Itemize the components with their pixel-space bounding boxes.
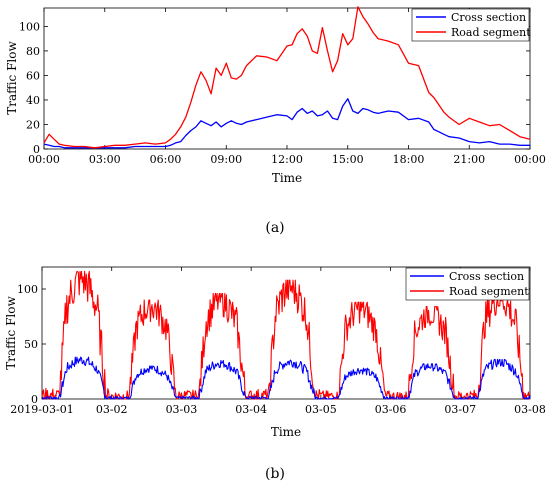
chart-a-caption: (a) [265,220,284,236]
chart-b-series-cross-section [41,356,531,400]
chart-a-xtick-label: 06:00 [150,153,182,166]
chart-b-xtick-label: 03-03 [166,403,198,416]
chart-a-ytick-label: 40 [26,94,40,107]
chart-a-ytick-label: 20 [26,118,40,131]
chart-a-xtick-label: 18:00 [393,153,425,166]
chart-a-xtick-label: 21:00 [453,153,485,166]
chart-b-xtick-label: 03-05 [305,403,337,416]
chart-b-series-road-segment [41,270,530,400]
chart-a-xtick-label: 15:00 [332,153,364,166]
chart-b-ylabel: Traffic Flow [4,296,18,370]
chart-a-legend-label-road-segment: Road segment [451,26,531,39]
chart-b-legend-label-road-segment: Road segment [449,285,529,298]
chart-b-xtick-label: 03-08 [514,403,546,416]
chart-b-legend-box [405,267,530,301]
chart-b-ticks: 2019-03-01 03-02 03-03 03-04 03-05 03-06 03-07… [10,267,546,416]
chart-a-xtick-label: 00:00 [28,153,60,166]
chart-a-ytick-label: 100 [19,20,40,33]
chart-a-series-cross-section [43,98,530,149]
chart-a: 00:00 03:00 06:00 09:00 12:00 15:00 18:00 21:00… [5,6,546,236]
chart-a-xtick-label: 09:00 [210,153,242,166]
chart-a-lines [43,6,531,149]
chart-a-ticks: 00:00 03:00 06:00 09:00 12:00 15:00 18:00 21:00… [19,8,546,166]
chart-b-xtick-label: 2019-03-01 [10,403,73,416]
chart-a-xtick-label: 12:00 [271,153,303,166]
chart-a-ylabel: Traffic Flow [5,41,19,115]
chart-a-legend-box [411,8,530,42]
chart-a-xtick-label: 03:00 [89,153,121,166]
chart-a-legend: Cross section Road segment [411,8,531,42]
chart-b-frame [41,266,531,400]
chart-b-xtick-label: 03-06 [375,403,407,416]
chart-a-ytick-label: 60 [26,69,40,82]
chart-b-ytick-label: 100 [17,283,38,296]
chart-b-lines [41,270,531,400]
chart-a-xtick-label: 00:00 [514,153,546,166]
chart-b-xtick-label: 03-04 [235,403,267,416]
chart-b-ytick-label: 50 [24,338,38,351]
chart-b: 2019-03-01 03-02 03-03 03-04 03-05 03-06 03-07… [4,266,546,482]
chart-b-xlabel: Time [271,425,301,439]
chart-b-xtick-label: 03-07 [444,403,476,416]
chart-a-ytick-label: 80 [26,45,40,58]
chart-b-legend: Cross section Road segment [405,267,530,301]
chart-a-ytick-label: 0 [33,143,40,156]
chart-b-xtick-label: 03-02 [96,403,128,416]
chart-a-series-road-segment [43,6,531,149]
chart-a-legend-label-cross-section: Cross section [451,11,526,24]
chart-a-xlabel: Time [272,171,302,185]
chart-b-caption: (b) [265,466,285,482]
chart-b-legend-label-cross-section: Cross section [449,270,524,283]
chart-b-ytick-label: 0 [31,393,38,406]
